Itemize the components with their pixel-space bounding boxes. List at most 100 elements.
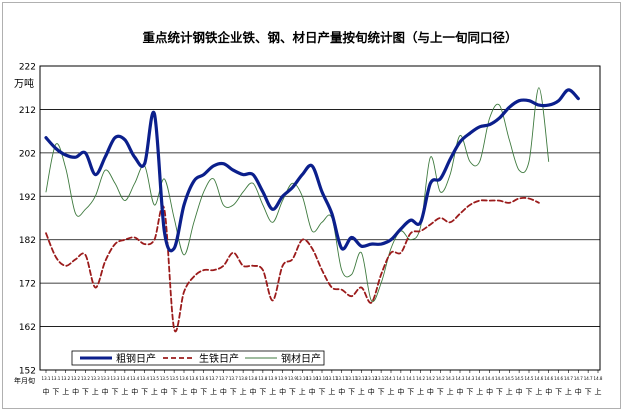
x-tick-label: 下	[348, 388, 355, 396]
x-tick-label: 中	[161, 387, 168, 396]
x-tick-label: 下	[141, 388, 148, 396]
x-tick-label: 下	[259, 388, 266, 396]
x-tick-label: 下	[112, 388, 119, 396]
x-tick-label: 下	[230, 388, 237, 396]
x-tick-label: 上	[299, 387, 306, 396]
y-axis-ticks: 152 162 172 182 192 202 212 222	[19, 63, 36, 377]
x-tick-date-label: 13.9	[288, 376, 297, 381]
x-tick-label: 上	[506, 387, 513, 396]
x-tick-date-label: 13.10	[297, 376, 309, 381]
x-tick-date-label: 14.5	[525, 376, 534, 381]
x-tick-label: 中	[575, 387, 582, 396]
x-tick-label: 下	[171, 388, 178, 396]
x-tick-label: 下	[289, 388, 296, 396]
x-tick-date-label: 14.4	[485, 376, 494, 381]
x-tick-date-label: 13.7	[209, 376, 218, 381]
x-tick-label: 下	[526, 388, 533, 396]
x-tick-date-label: 13.5	[170, 376, 179, 381]
series-line-1	[45, 197, 540, 333]
x-tick-date-label: 14.8	[594, 376, 603, 381]
x-tick-date-label: 14.2	[426, 376, 435, 381]
x-tick-date-label: 13.2	[71, 376, 80, 381]
x-tick-label: 中	[397, 387, 404, 396]
series-line-0	[44, 88, 580, 253]
x-tick-date-label: 13.11	[346, 376, 358, 381]
x-tick-date-label: 13.2	[81, 376, 90, 381]
x-tick-label: 下	[82, 388, 89, 396]
x-tick-date-label: 13.5	[150, 376, 159, 381]
x-tick-date-label: 14.1	[406, 376, 415, 381]
x-tick-label: 中	[279, 387, 286, 396]
x-tick-label: 中	[368, 387, 375, 396]
x-tick-label: 中	[220, 387, 227, 396]
x-tick-label: 中	[43, 387, 50, 396]
x-tick-label: 中	[131, 387, 138, 396]
x-tick-label: 上	[328, 387, 335, 396]
x-tick-date-label: 13.12	[356, 376, 368, 381]
x-tick-label: 中	[309, 387, 316, 396]
chart-title: 重点统计钢铁企业铁、钢、材日产量按旬统计图（与上一旬同口径）	[142, 30, 517, 45]
plot-area	[39, 65, 601, 371]
x-tick-date-label: 13.12	[375, 376, 387, 381]
legend-label-steel-products: 钢材日产	[281, 352, 321, 365]
x-tick-date-label: 14.6	[534, 376, 543, 381]
series-lines	[44, 87, 580, 333]
x-tick-date-label: 13.7	[229, 376, 238, 381]
y-tick-label: 182	[19, 236, 36, 246]
x-tick-date-label: 14.6	[544, 376, 553, 381]
x-tick-date-label: 14.2	[416, 376, 425, 381]
x-tick-date-label: 14.3	[446, 376, 455, 381]
x-axis-corner-label: 年月旬	[14, 376, 35, 385]
legend-label-pig-iron: 生铁日产	[199, 352, 239, 365]
x-tick-label: 下	[555, 388, 562, 396]
x-tick-date-label: 13.12	[366, 376, 378, 381]
x-tick-date-label: 13.1	[42, 376, 51, 381]
x-tick-label: 上	[595, 387, 602, 396]
x-tick-date-label: 13.11	[336, 376, 348, 381]
x-tick-label: 下	[407, 388, 414, 396]
x-tick-date-label: 13.5	[160, 376, 169, 381]
x-tick-date-label: 13.9	[278, 376, 287, 381]
x-tick-label: 中	[545, 387, 552, 396]
x-tick-label: 上	[240, 387, 247, 396]
x-tick-label: 下	[378, 388, 385, 396]
y-tick-label: 222	[19, 63, 36, 73]
x-tick-label: 上	[92, 387, 99, 396]
x-tick-date-label: 13.8	[239, 376, 248, 381]
x-tick-label: 上	[417, 387, 424, 396]
x-tick-label: 中	[102, 387, 109, 396]
x-tick-label: 中	[250, 387, 257, 396]
x-tick-label: 中	[338, 387, 345, 396]
x-tick-date-label: 14.3	[465, 376, 474, 381]
y-tick-label: 162	[19, 323, 36, 333]
x-tick-date-label: 14.2	[436, 376, 445, 381]
x-tick-date-label: 13.3	[101, 376, 110, 381]
x-tick-date-label: 13.7	[219, 376, 228, 381]
y-tick-label: 192	[19, 193, 36, 203]
x-tick-date-label: 14.3	[456, 376, 465, 381]
x-tick-date-label: 13.8	[249, 376, 258, 381]
y-tick-label: 212	[19, 106, 36, 116]
x-tick-date-label: 14.4	[475, 376, 484, 381]
x-tick-date-label: 13.3	[111, 376, 120, 381]
y-tick-label: 152	[19, 367, 36, 377]
x-tick-label: 上	[476, 387, 483, 396]
x-tick-label: 中	[486, 387, 493, 396]
legend-box	[71, 350, 325, 366]
x-tick-date-label: 14.5	[505, 376, 514, 381]
x-tick-label: 上	[210, 387, 217, 396]
x-tick-date-label: 13.8	[258, 376, 267, 381]
x-tick-label: 中	[457, 387, 464, 396]
x-tick-date-label: 14.4	[495, 376, 504, 381]
x-tick-date-label: 13.2	[61, 376, 70, 381]
x-tick-date-label: 13.6	[199, 376, 208, 381]
x-tick-date-label: 13.4	[120, 376, 129, 381]
y-axis-unit-label: 万吨	[14, 77, 34, 90]
x-tick-label: 上	[121, 387, 128, 396]
x-tick-date-label: 13.11	[326, 376, 338, 381]
x-tick-label: 下	[319, 388, 326, 396]
x-tick-label: 上	[151, 387, 158, 396]
x-tick-date-label: 13.6	[189, 376, 198, 381]
